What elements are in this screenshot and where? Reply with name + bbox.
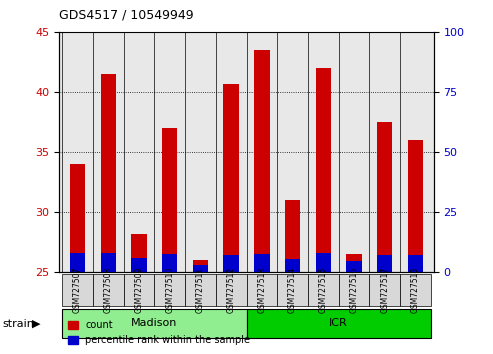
Bar <box>254 50 270 272</box>
Legend: count, percentile rank within the sample: count, percentile rank within the sample <box>64 316 254 349</box>
Text: GDS4517 / 10549949: GDS4517 / 10549949 <box>59 8 194 21</box>
Bar <box>346 261 362 272</box>
FancyBboxPatch shape <box>308 274 339 306</box>
Text: ▶: ▶ <box>32 319 40 329</box>
Bar <box>254 254 270 272</box>
Bar <box>193 265 208 272</box>
Bar <box>316 253 331 272</box>
FancyBboxPatch shape <box>246 274 277 306</box>
FancyBboxPatch shape <box>62 274 93 306</box>
Text: GSM727512: GSM727512 <box>227 267 236 313</box>
Text: GSM727508: GSM727508 <box>104 267 113 313</box>
FancyBboxPatch shape <box>277 274 308 306</box>
Bar <box>131 234 147 272</box>
Bar <box>285 259 300 272</box>
Text: GSM727509: GSM727509 <box>135 267 143 313</box>
Text: GSM727515: GSM727515 <box>319 267 328 313</box>
Bar <box>377 255 392 272</box>
FancyBboxPatch shape <box>339 274 369 306</box>
FancyBboxPatch shape <box>93 274 124 306</box>
Bar <box>193 260 208 272</box>
Text: GSM727510: GSM727510 <box>165 267 174 313</box>
Text: strain: strain <box>2 319 35 329</box>
Bar <box>70 253 85 272</box>
FancyBboxPatch shape <box>154 274 185 306</box>
Text: GSM727514: GSM727514 <box>288 267 297 313</box>
Text: GSM727518: GSM727518 <box>411 267 420 313</box>
Bar <box>346 254 362 272</box>
Text: Madison: Madison <box>131 319 177 329</box>
Bar <box>377 122 392 272</box>
Bar <box>101 74 116 272</box>
FancyBboxPatch shape <box>369 274 400 306</box>
Text: GSM727507: GSM727507 <box>73 267 82 313</box>
Bar <box>408 255 423 272</box>
Bar <box>223 255 239 272</box>
Bar <box>162 254 177 272</box>
FancyBboxPatch shape <box>216 274 246 306</box>
FancyBboxPatch shape <box>185 274 216 306</box>
Text: GSM727517: GSM727517 <box>380 267 389 313</box>
FancyBboxPatch shape <box>62 309 246 338</box>
Text: GSM727511: GSM727511 <box>196 267 205 313</box>
Bar <box>162 128 177 272</box>
Bar <box>408 140 423 272</box>
Bar <box>223 84 239 272</box>
Text: ICR: ICR <box>329 319 348 329</box>
Bar <box>285 200 300 272</box>
Bar <box>316 68 331 272</box>
Text: GSM727513: GSM727513 <box>257 267 266 313</box>
Bar <box>131 258 147 272</box>
Bar <box>101 253 116 272</box>
FancyBboxPatch shape <box>246 309 431 338</box>
FancyBboxPatch shape <box>400 274 431 306</box>
Bar <box>70 164 85 272</box>
FancyBboxPatch shape <box>124 274 154 306</box>
Text: GSM727516: GSM727516 <box>350 267 358 313</box>
